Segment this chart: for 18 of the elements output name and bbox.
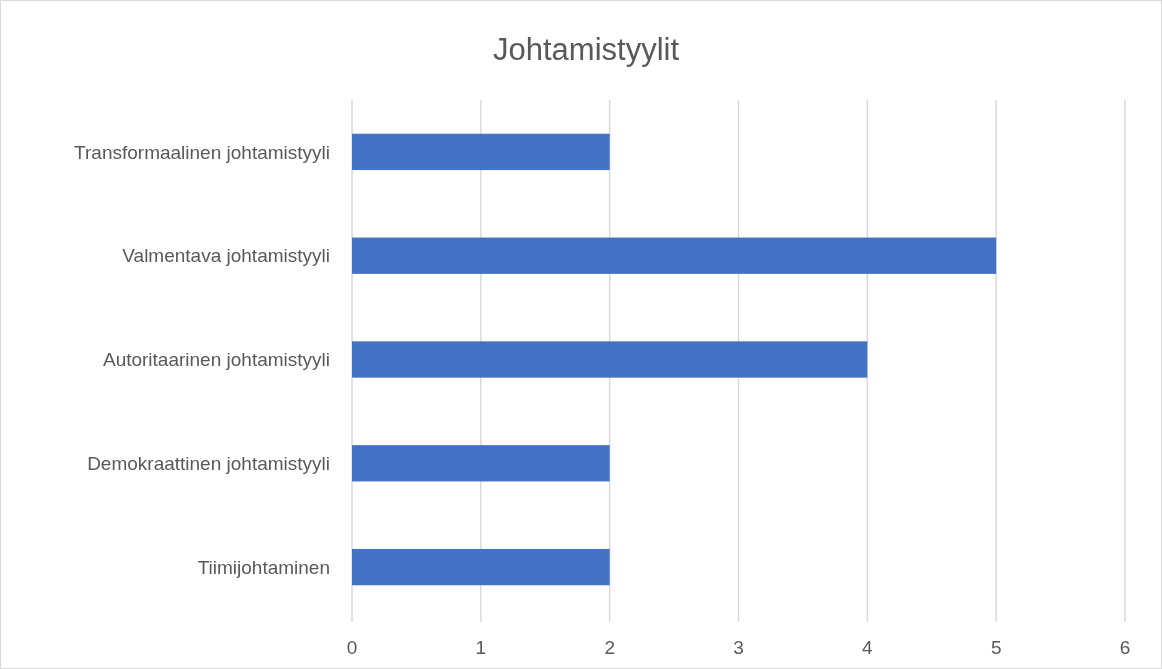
x-tick-label: 5 bbox=[990, 637, 1002, 658]
x-tick-label: 6 bbox=[1119, 637, 1131, 658]
bar bbox=[352, 237, 997, 274]
bar bbox=[352, 445, 610, 482]
bar bbox=[352, 341, 868, 378]
y-tick-label: Transformaalinen johtamistyyli bbox=[74, 141, 330, 163]
bar bbox=[352, 133, 610, 171]
y-tick-label: Demokraattinen johtamistyyli bbox=[87, 452, 330, 474]
x-tick-label: 1 bbox=[475, 637, 487, 658]
chart-title: Johtamistyylit bbox=[492, 32, 680, 67]
bar bbox=[352, 548, 610, 586]
x-tick-label: 2 bbox=[604, 637, 615, 658]
y-tick-label: Tiimijohtaminen bbox=[197, 556, 330, 578]
x-tick-label: 3 bbox=[733, 637, 744, 658]
y-tick-label: Valmentava johtamistyyli bbox=[122, 245, 330, 267]
y-tick-label: Autoritaarinen johtamistyyli bbox=[102, 349, 330, 371]
x-tick-label: 0 bbox=[346, 637, 358, 658]
x-tick-label: 4 bbox=[862, 637, 874, 658]
